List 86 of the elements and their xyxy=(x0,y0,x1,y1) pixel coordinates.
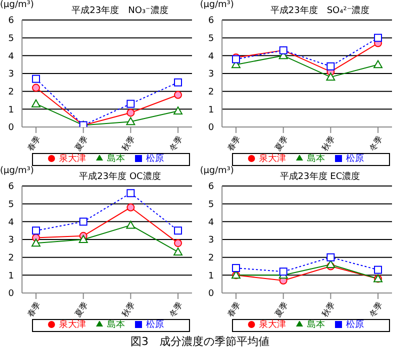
y-tick-label: 3 xyxy=(8,236,14,246)
point xyxy=(79,218,88,226)
point xyxy=(174,106,182,114)
point xyxy=(126,203,135,212)
legend-label: 泉大津 xyxy=(259,154,286,164)
point xyxy=(32,84,40,92)
chart-title: 平成23年度 NO₃⁻濃度 xyxy=(70,4,170,17)
x-tick-label: 春季 xyxy=(226,300,242,319)
legend-label: 泉大津 xyxy=(59,320,86,330)
y-tick-label: 1 xyxy=(8,105,14,116)
y-tick-label: 4 xyxy=(208,52,214,62)
y-tick-label: 2 xyxy=(8,88,14,98)
y-tick-label: 4 xyxy=(208,218,214,228)
legend-label: 松原 xyxy=(346,320,364,330)
y-tick-label: 4 xyxy=(8,52,14,62)
y-axis-title: (μg/m³) xyxy=(0,166,34,176)
y-tick-label: 0 xyxy=(208,289,214,300)
point xyxy=(174,247,182,256)
y-tick-label: 5 xyxy=(208,34,214,44)
legend-label: 島本 xyxy=(107,320,125,330)
y-axis-title: (μg/m³) xyxy=(0,0,34,10)
chart-title: 平成23年度 OC濃度 xyxy=(78,170,162,183)
point xyxy=(174,239,182,248)
y-tick-label: 5 xyxy=(208,200,214,210)
y-tick-label: 3 xyxy=(208,70,214,80)
point xyxy=(32,238,40,247)
chart-title: 平成23年度 SO₄²⁻濃度 xyxy=(269,4,371,17)
x-tick-label: 冬季 xyxy=(168,134,184,153)
legend-label: 松原 xyxy=(146,320,164,330)
x-tick-label: 冬季 xyxy=(368,134,384,153)
point xyxy=(326,62,335,70)
x-tick-label: 秋季 xyxy=(120,300,137,319)
y-tick-label: 6 xyxy=(8,182,14,192)
y-tick-label: 2 xyxy=(208,88,214,98)
y-tick-label: 2 xyxy=(8,254,14,264)
y-tick-label: 1 xyxy=(208,105,214,116)
x-tick-label: 秋季 xyxy=(120,134,137,153)
y-axis-title: (μg/m³) xyxy=(200,0,234,10)
y-tick-label: 2 xyxy=(208,254,214,264)
caption: 図3 成分濃度の季節平均値 xyxy=(130,335,270,348)
point xyxy=(326,72,336,81)
x-tick-label: 春季 xyxy=(226,134,242,153)
x-tick-label: 秋季 xyxy=(320,300,337,319)
x-tick-label: 夏季 xyxy=(273,300,290,319)
x-tick-label: 春季 xyxy=(26,300,42,319)
point xyxy=(126,100,135,108)
point xyxy=(279,268,288,276)
y-tick-label: 3 xyxy=(8,70,14,80)
point xyxy=(126,220,136,229)
point xyxy=(326,253,335,262)
chart-title: 平成23年度 EC濃度 xyxy=(278,170,362,183)
y-tick-label: 0 xyxy=(8,289,14,300)
y-tick-label: 3 xyxy=(208,236,214,246)
legend-label: 松原 xyxy=(146,154,164,164)
y-tick-label: 1 xyxy=(8,271,14,282)
x-tick-label: 夏季 xyxy=(73,134,90,153)
y-tick-label: 4 xyxy=(8,218,14,228)
point xyxy=(374,34,382,42)
point xyxy=(78,235,88,243)
y-tick-label: 5 xyxy=(8,200,14,210)
legend-label: 島本 xyxy=(307,320,325,330)
y-axis-title: (μg/m³) xyxy=(200,166,234,176)
point xyxy=(174,90,182,99)
point xyxy=(126,117,136,126)
x-tick-label: 夏季 xyxy=(273,134,290,153)
point xyxy=(126,189,135,198)
point xyxy=(32,99,40,108)
y-tick-label: 6 xyxy=(8,16,14,26)
x-tick-label: 冬季 xyxy=(168,300,184,319)
point xyxy=(126,108,135,117)
x-tick-label: 春季 xyxy=(26,134,42,153)
x-tick-label: 冬季 xyxy=(368,300,384,319)
legend-label: 泉大津 xyxy=(59,154,86,164)
x-tick-label: 夏季 xyxy=(73,300,90,319)
legend-label: 松原 xyxy=(346,154,364,164)
y-tick-label: 5 xyxy=(8,34,14,44)
y-tick-label: 6 xyxy=(208,16,214,26)
point xyxy=(374,60,382,68)
legend-label: 島本 xyxy=(107,154,125,164)
x-tick-label: 秋季 xyxy=(320,134,337,153)
legend-label: 島本 xyxy=(307,154,325,164)
y-tick-label: 0 xyxy=(208,123,214,134)
legend-label: 泉大津 xyxy=(259,320,286,330)
y-tick-label: 6 xyxy=(208,182,214,192)
y-tick-label: 1 xyxy=(208,271,214,282)
y-tick-label: 0 xyxy=(8,123,14,134)
